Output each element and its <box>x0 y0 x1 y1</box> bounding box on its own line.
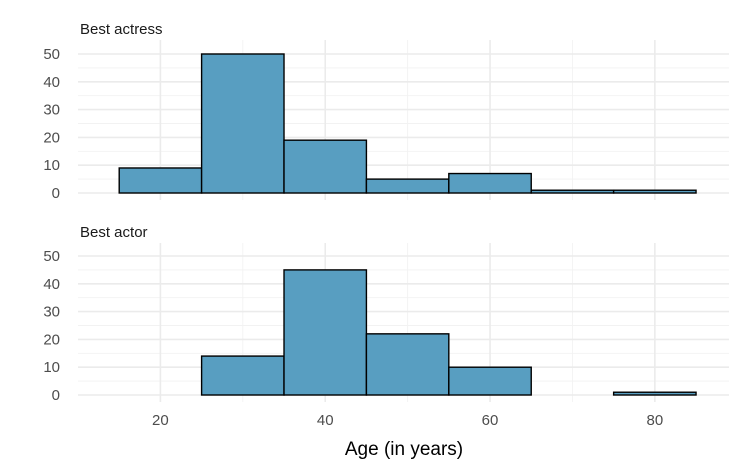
y-tick-label: 0 <box>52 387 60 404</box>
bar-best-actor-25-35 <box>200 355 285 396</box>
plot-area-best-actor: 0 10 20 30 40 50 <box>43 243 729 404</box>
x-tick-label: 40 <box>317 412 334 429</box>
y-tick-label: 30 <box>43 102 60 119</box>
bar-best-actress-45-55 <box>365 178 450 194</box>
y-tick-label: 50 <box>43 248 60 265</box>
y-tick-label: 10 <box>43 359 60 376</box>
bar-best-actor-45-55 <box>365 333 450 396</box>
x-tick-label: 20 <box>152 412 169 429</box>
y-tick-label: 20 <box>43 331 60 348</box>
bar-best-actress-15-25 <box>118 167 203 194</box>
bar-best-actor-55-65 <box>448 366 532 396</box>
y-tick-label: 40 <box>43 74 60 91</box>
facet-title-best-actor: Best actor <box>80 224 148 241</box>
bar-best-actress-25-35 <box>200 53 285 194</box>
y-tick-label: 50 <box>43 46 60 63</box>
x-axis-title: Age (in years) <box>345 439 463 460</box>
y-tick-label: 30 <box>43 304 60 321</box>
plot-area-best-actress: 0 10 20 30 40 50 <box>43 40 729 202</box>
y-tick-label: 40 <box>43 276 60 293</box>
y-tick-label: 10 <box>43 157 60 174</box>
bar-best-actor-75-85 <box>612 391 697 396</box>
bar-best-actress-55-65 <box>448 172 532 194</box>
y-tick-label: 20 <box>43 129 60 146</box>
bar-best-actress-75-85 <box>612 189 697 194</box>
y-tick-label: 0 <box>52 185 60 202</box>
x-axis-ticks: 20 40 60 80 <box>152 412 663 429</box>
facet-best-actor: Best actor 0 10 20 30 40 50 <box>43 224 729 404</box>
bar-best-actress-35-45 <box>283 139 368 194</box>
facet-best-actress: Best actress 0 10 20 30 40 50 <box>43 21 729 202</box>
x-tick-label: 80 <box>646 412 663 429</box>
bar-best-actress-65-75 <box>530 189 615 194</box>
x-tick-label: 60 <box>482 412 499 429</box>
facet-title-best-actress: Best actress <box>80 21 163 38</box>
bar-best-actor-35-45 <box>283 269 368 396</box>
